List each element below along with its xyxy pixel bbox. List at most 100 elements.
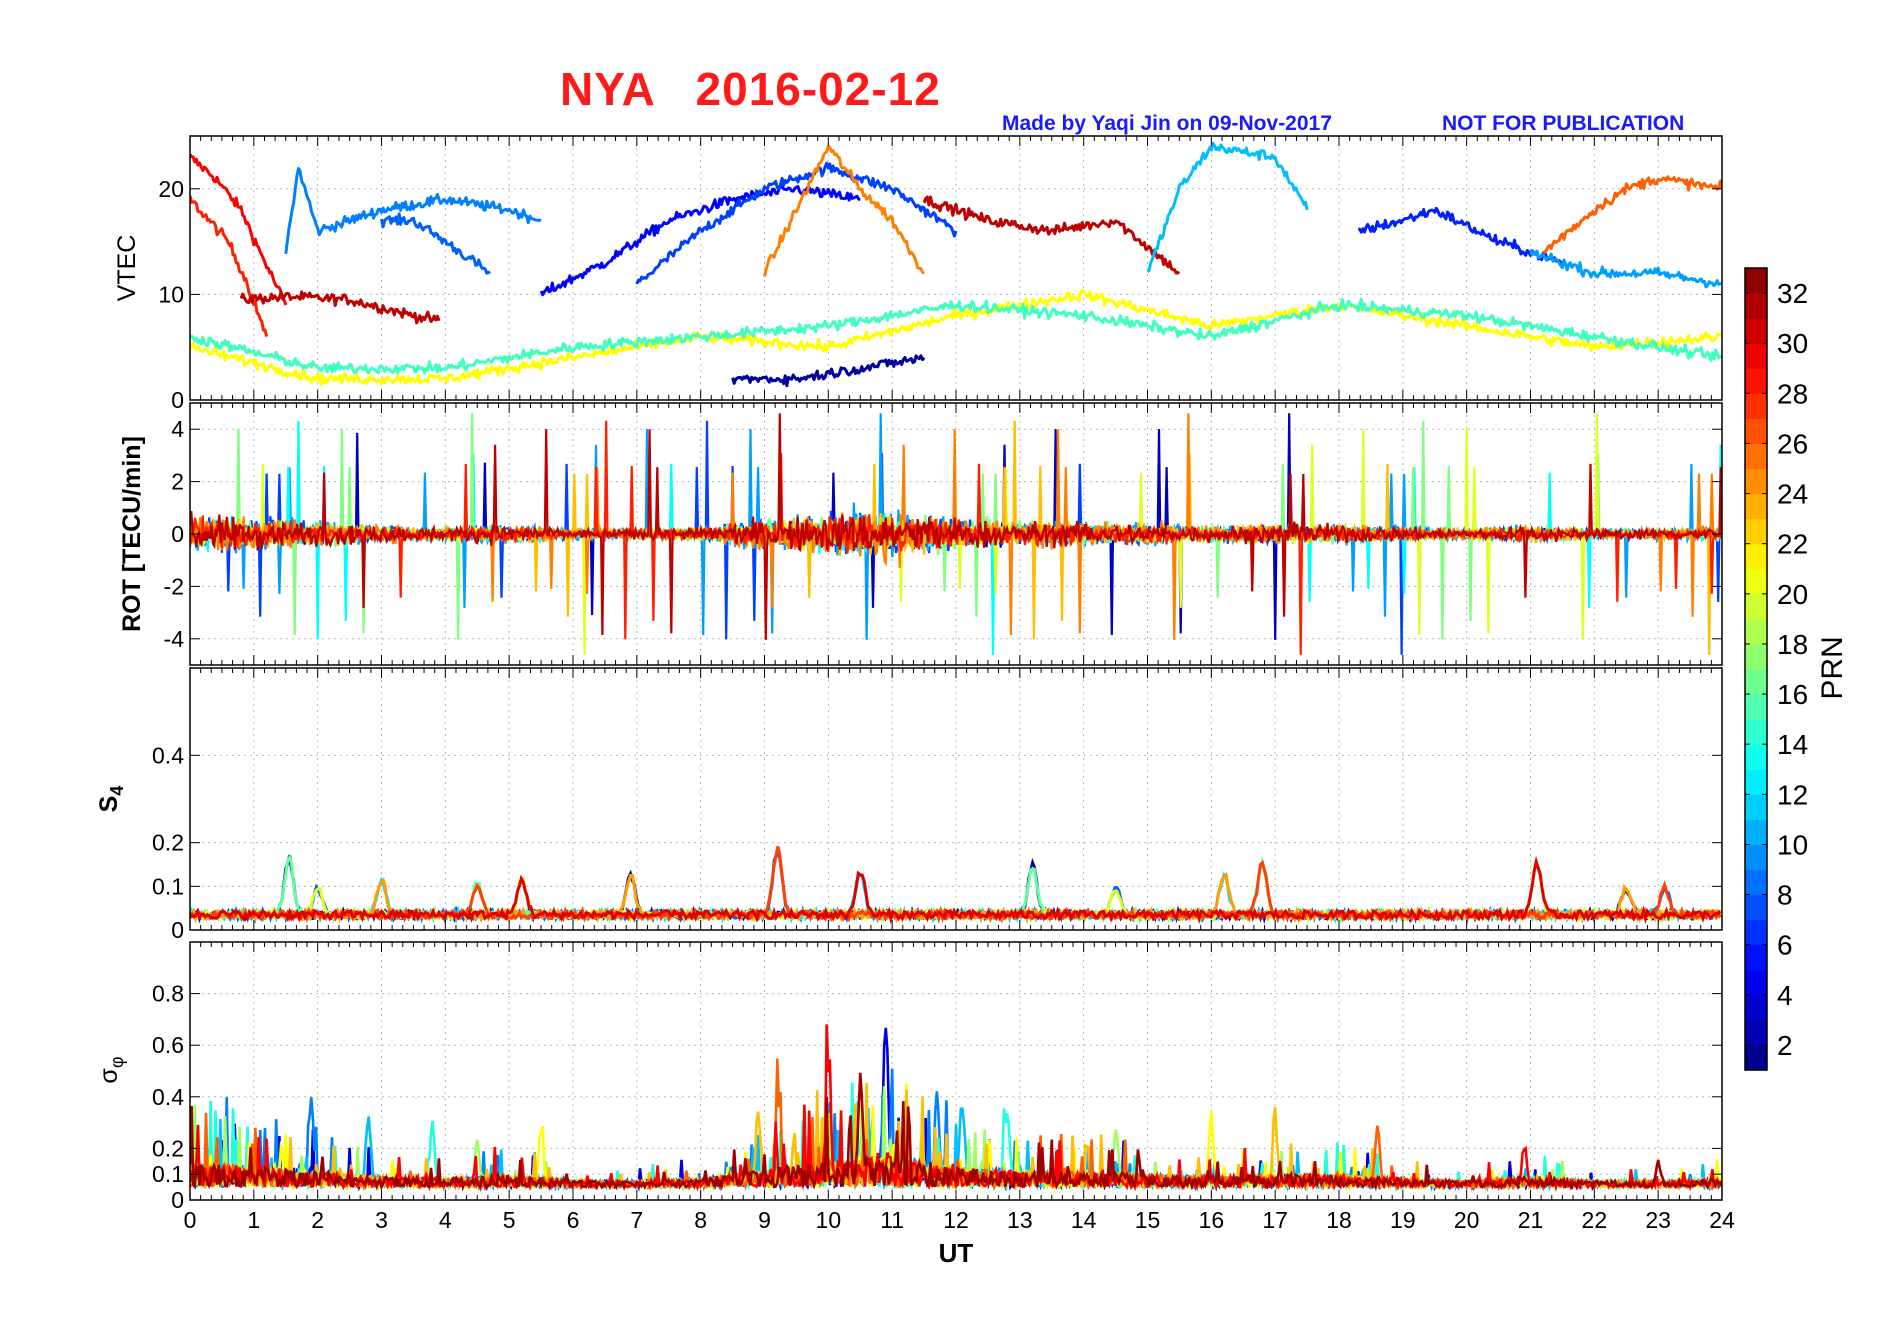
vtec-line-prn-2	[731, 354, 926, 388]
y-tick-label-sig: 0.6	[152, 1032, 184, 1058]
sigma-series-group	[190, 1024, 1722, 1193]
colorbar-swatch	[1745, 994, 1767, 1021]
x-tick-label: 13	[1007, 1207, 1033, 1233]
colorbar-tick-label: 22	[1777, 529, 1808, 560]
colorbar-swatch	[1745, 368, 1767, 394]
colorbar-swatch	[1745, 568, 1767, 595]
x-tick-label: 1	[247, 1207, 260, 1233]
vtec-line-prn-31	[922, 195, 1181, 275]
colorbar-tick-label: 32	[1777, 278, 1808, 309]
colorbar-swatch	[1745, 618, 1767, 645]
colorbar-swatch	[1745, 744, 1767, 770]
x-tick-label: 17	[1262, 1207, 1288, 1233]
x-tick-label: 15	[1135, 1207, 1161, 1233]
grid-layer	[190, 136, 1722, 1200]
colorbar-swatch	[1745, 869, 1767, 896]
y-tick-label-rot: -2	[164, 573, 184, 599]
colorbar-swatch	[1745, 268, 1767, 294]
y-tick-label-s4: 0.4	[152, 742, 184, 768]
vtec-line-prn-11	[1146, 141, 1309, 273]
x-tick-label: 19	[1390, 1207, 1416, 1233]
x-tick-label: 12	[943, 1207, 969, 1233]
author-note: Made by Yaqi Jin on 09-Nov-2017	[1002, 112, 1332, 135]
vtec-line-prn-6	[1358, 206, 1563, 265]
colorbar-tick-label: 10	[1777, 829, 1808, 860]
y-tick-label-sig: 0.4	[152, 1084, 184, 1110]
colorbar-swatch	[1745, 443, 1767, 470]
rot-series-group	[190, 413, 1722, 655]
colorbar-swatch	[1745, 418, 1767, 445]
colorbar-swatch	[1745, 969, 1767, 996]
x-tick-label: 10	[816, 1207, 842, 1233]
colorbar-label: PRN	[1816, 636, 1849, 699]
vtec-line-prn-9	[284, 167, 542, 254]
vtec-line-prn-15	[190, 297, 1722, 375]
x-tick-label: 23	[1645, 1207, 1671, 1233]
y-tick-label-rot: -4	[164, 626, 185, 652]
vtec-line-prn-31	[239, 290, 441, 325]
colorbar-tick-label: 24	[1777, 479, 1808, 510]
x-tick-label: 21	[1518, 1207, 1544, 1233]
colorbar-swatch	[1745, 393, 1767, 419]
y-tick-label-sig: 0.1	[152, 1161, 184, 1187]
y-tick-label-s4: 0.2	[152, 830, 184, 856]
y-tick-label-vtec: 10	[158, 281, 184, 307]
colorbar-tick-label: 8	[1777, 880, 1793, 911]
colorbar-swatch	[1745, 593, 1767, 620]
x-tick-label: 8	[694, 1207, 707, 1233]
figure-title: NYA 2016-02-12	[560, 63, 941, 115]
axes-layer: 01020-4-202400.10.20.400.10.20.40.60.8VT…	[95, 135, 1735, 1268]
colorbar-swatch	[1745, 1019, 1767, 1046]
vtec-series-group	[190, 141, 1722, 388]
colorbar-swatch	[1745, 468, 1767, 495]
vtec-line-prn-26	[1542, 175, 1722, 254]
colorbar-swatch	[1745, 493, 1767, 520]
x-tick-label: 4	[439, 1207, 452, 1233]
colorbar-swatch	[1745, 794, 1767, 820]
publication-notice: NOT FOR PUBLICATION	[1442, 112, 1685, 135]
colorbar-swatch	[1745, 894, 1767, 921]
colorbar-tick-label: 2	[1777, 1030, 1793, 1061]
s4-series-group	[190, 846, 1722, 925]
colorbar-swatch	[1745, 543, 1767, 570]
colorbar-tick-label: 30	[1777, 328, 1808, 359]
colorbar-swatch	[1745, 769, 1767, 795]
y-axis-label-rot: ROT [TECU/min]	[118, 436, 146, 632]
y-tick-label-sig: 0.8	[152, 981, 184, 1007]
colorbar-tick-label: 16	[1777, 679, 1808, 710]
y-tick-label-vtec: 0	[171, 387, 184, 413]
colorbar-swatch	[1745, 318, 1767, 344]
x-tick-label: 0	[184, 1207, 197, 1233]
x-tick-label: 6	[567, 1207, 580, 1233]
x-tick-label: 9	[758, 1207, 771, 1233]
colorbar-swatch	[1745, 1044, 1767, 1071]
colorbar-tick-label: 14	[1777, 729, 1808, 760]
colorbar-tick-label: 28	[1777, 378, 1808, 409]
y-axis-label-sigma: σφ	[95, 1056, 127, 1083]
colorbar-tick-label: 18	[1777, 629, 1808, 660]
x-tick-label: 18	[1326, 1207, 1352, 1233]
x-tick-label: 2	[311, 1207, 324, 1233]
colorbar-tick-label: 6	[1777, 930, 1793, 961]
vtec-line-prn-7	[635, 161, 958, 285]
y-tick-label-rot: 4	[171, 416, 184, 442]
colorbar-frame	[1744, 267, 1768, 1071]
y-tick-label-s4: 0	[171, 917, 184, 943]
x-tick-label: 22	[1582, 1207, 1608, 1233]
colorbar-swatch	[1745, 844, 1767, 871]
colorbar-tick-label: 20	[1777, 579, 1808, 610]
colorbar-swatch	[1745, 343, 1767, 369]
colorbar-swatch	[1745, 643, 1767, 670]
y-tick-label-vtec: 20	[158, 176, 184, 202]
x-tick-label: 24	[1709, 1207, 1735, 1233]
vtec-line-prn-29	[190, 153, 288, 306]
y-tick-label-rot: 2	[171, 469, 184, 495]
y-tick-label-s4: 0.1	[152, 873, 184, 899]
rot-line-prn-31	[190, 413, 1722, 640]
x-axis-label: UT	[939, 1238, 974, 1268]
s4-line-prn-30	[190, 855, 1722, 925]
vtec-line-prn-8	[380, 212, 491, 275]
y-axis-label-vtec: VTEC	[113, 235, 141, 302]
x-tick-label: 16	[1199, 1207, 1225, 1233]
